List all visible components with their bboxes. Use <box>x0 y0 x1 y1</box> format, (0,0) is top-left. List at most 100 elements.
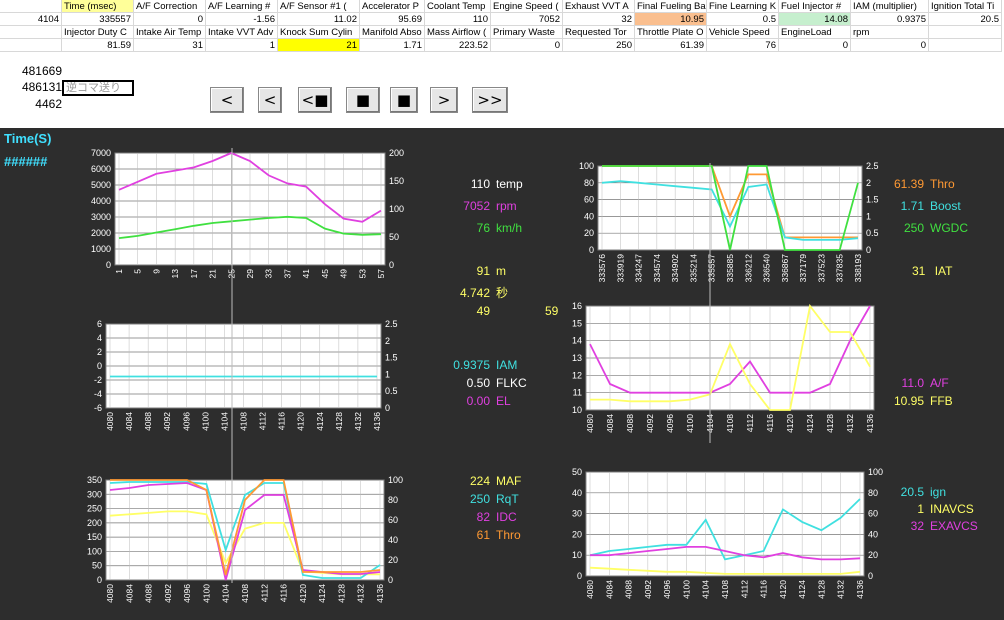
readout-readouts_b-2: 49 <box>448 304 496 318</box>
row1-cell[interactable]: Fine Learning K <box>707 0 779 13</box>
row2-cell[interactable]: -1.56 <box>206 13 278 26</box>
row3-cell[interactable]: Requested Tor <box>563 26 635 39</box>
readout-readouts_d-2: 82 IDC <box>448 510 517 524</box>
x-tick-label: 4092 <box>162 412 172 431</box>
row1-cell[interactable]: Coolant Temp <box>425 0 491 13</box>
row4-cell[interactable]: 0 <box>851 39 929 52</box>
x-tick-label: 25 <box>226 269 236 279</box>
iam-flkc-chart: 6 4 2 0 -2 -4 -6 2.5 2 1.5 1 0.5 0 4080 4084 4088 4092 40… <box>94 319 398 431</box>
row1-cell[interactable]: A/F Correction <box>134 0 206 13</box>
x-tick-label: 4096 <box>665 414 675 433</box>
readout-iat-value: 31 <box>912 264 926 278</box>
row4-cell[interactable]: 21 <box>278 39 360 52</box>
row4-cell[interactable]: 76 <box>707 39 779 52</box>
row4-cell[interactable]: 250 <box>563 39 635 52</box>
row3-cell[interactable]: Vehicle Speed <box>707 26 779 39</box>
readout-readouts_c-1: 0.50 FLKC <box>440 376 527 390</box>
row3-cell[interactable]: rpm <box>851 26 929 39</box>
row1-cell[interactable]: Exhaust VVT A <box>563 0 635 13</box>
row4-cell[interactable]: 1.71 <box>360 39 425 52</box>
fast-forward-button[interactable]: >> <box>472 87 508 113</box>
row4-cell[interactable]: 31 <box>134 39 206 52</box>
x-tick-label: 4120 <box>298 584 308 603</box>
row1-cell[interactable]: A/F Sensor #1 ( <box>278 0 360 13</box>
readout-value: 0.50 <box>466 376 490 390</box>
row3-cell[interactable]: Mass Airflow ( <box>425 26 491 39</box>
step-back-button[interactable]: < <box>258 87 282 113</box>
row3-cell[interactable] <box>0 26 62 39</box>
row4-cell[interactable]: 0 <box>779 39 851 52</box>
row2-cell[interactable]: 0.5 <box>707 13 779 26</box>
x-tick-label: 4084 <box>124 584 134 603</box>
x-tick-label: 335885 <box>725 254 735 283</box>
row3-cell[interactable]: Knock Sum Cylin <box>278 26 360 39</box>
row4-cell[interactable]: 1 <box>206 39 278 52</box>
row3-cell[interactable]: Primary Waste <box>491 26 563 39</box>
row4-cell[interactable]: 61.39 <box>635 39 707 52</box>
row1-cell[interactable] <box>0 0 62 13</box>
row2-cell[interactable]: 10.95 <box>635 13 707 26</box>
y-tick-label: 250 <box>87 504 102 514</box>
row1-cell[interactable]: Fuel Injector # <box>779 0 851 13</box>
row3-cell[interactable]: Throttle Plate O <box>635 26 707 39</box>
row1-cell[interactable]: Accelerator P <box>360 0 425 13</box>
y2-tick-label: 1.5 <box>385 353 398 363</box>
reverse-frame-input[interactable]: 逆コマ送り <box>62 80 134 96</box>
readout-value: 1 <box>917 502 924 516</box>
row1-cell[interactable]: Engine Speed ( <box>491 0 563 13</box>
y2-tick-label: 150 <box>389 176 404 186</box>
pause-button[interactable]: ■ <box>390 87 418 113</box>
row4-cell[interactable]: 223.52 <box>425 39 491 52</box>
row2-cell[interactable]: 335557 <box>62 13 134 26</box>
row1-cell[interactable]: Final Fueling Ba <box>635 0 707 13</box>
row4-cell[interactable] <box>0 39 62 52</box>
header-row-1: Time (msec) A/F Correction A/F Learning # A… <box>0 0 1004 13</box>
stop-button[interactable]: ■ <box>346 87 380 113</box>
y-tick-label: 50 <box>92 561 102 571</box>
row1-cell[interactable]: A/F Learning # <box>206 0 278 13</box>
row2-cell[interactable]: 0 <box>134 13 206 26</box>
row2-cell[interactable]: 0.9375 <box>851 13 929 26</box>
row2-cell[interactable]: 32 <box>563 13 635 26</box>
series-line-2 <box>602 165 859 251</box>
x-tick-label: 4092 <box>163 584 173 603</box>
readout-value: 61.39 <box>893 177 924 191</box>
row1-cell[interactable]: Time (msec) <box>62 0 134 13</box>
row3-cell[interactable]: EngineLoad <box>779 26 851 39</box>
row2-cell[interactable]: 20.5 <box>929 13 1002 26</box>
row1-cell[interactable]: IAM (multiplier) <box>851 0 929 13</box>
row1-cell[interactable]: Ignition Total Ti <box>929 0 1002 13</box>
row2-cell[interactable]: 14.08 <box>779 13 851 26</box>
row3-cell[interactable]: Intake VVT Adv <box>206 26 278 39</box>
row3-cell[interactable]: Intake Air Temp <box>134 26 206 39</box>
series-line-2 <box>109 482 381 581</box>
row4-cell[interactable] <box>929 39 1002 52</box>
x-tick-label: 4108 <box>725 414 735 433</box>
row2-cell[interactable]: 95.69 <box>360 13 425 26</box>
row3-cell[interactable]: Manifold Abso <box>360 26 425 39</box>
row2-cell[interactable]: 7052 <box>491 13 563 26</box>
row3-cell[interactable]: Injector Duty C <box>62 26 134 39</box>
x-tick-label: 336540 <box>762 254 772 283</box>
row2-cell[interactable]: 110 <box>425 13 491 26</box>
x-tick-label: 33 <box>264 269 274 279</box>
row4-cell[interactable]: 81.59 <box>62 39 134 52</box>
y2-tick-label: 1 <box>385 369 390 379</box>
prev-button[interactable]: < <box>210 87 244 113</box>
y2-tick-label: 40 <box>388 535 398 545</box>
readout-value: 224 <box>469 474 490 488</box>
y-tick-label: 150 <box>87 532 102 542</box>
step-forward-button[interactable]: > <box>430 87 458 113</box>
x-tick-label: 4120 <box>296 412 306 431</box>
row3-cell[interactable] <box>929 26 1002 39</box>
row4-cell[interactable]: 0 <box>491 39 563 52</box>
y-tick-label: 4 <box>97 333 102 343</box>
x-tick-label: 4128 <box>816 580 826 599</box>
back-stop-button[interactable]: <■ <box>298 87 332 113</box>
row2-cell[interactable]: 11.02 <box>278 13 360 26</box>
readout-unit: rpm <box>496 199 517 213</box>
row2-cell[interactable]: 4104 <box>0 13 62 26</box>
readout-59: 59 <box>545 304 559 318</box>
x-tick-label: 4128 <box>334 412 344 431</box>
